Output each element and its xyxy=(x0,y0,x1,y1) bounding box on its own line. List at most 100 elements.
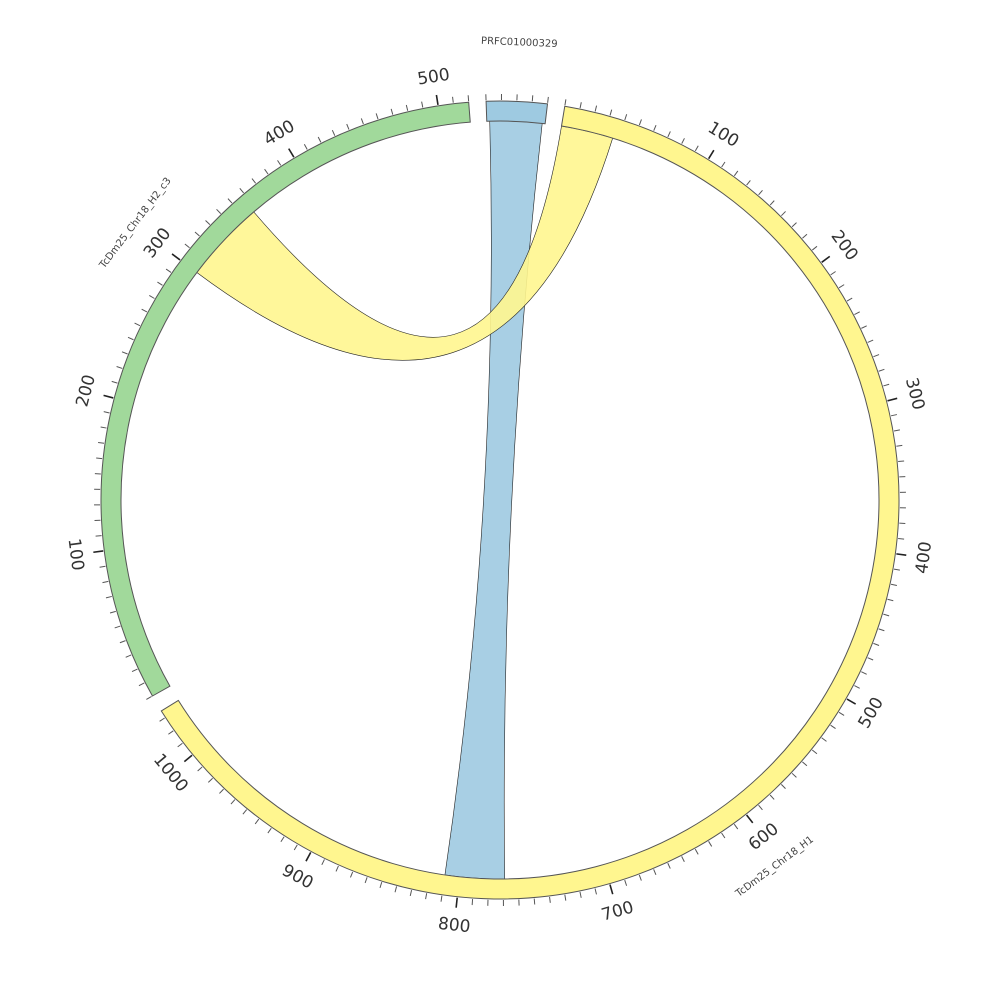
major-tick xyxy=(707,149,715,160)
minor-tick xyxy=(721,832,726,839)
tick-label: 300 xyxy=(140,224,175,262)
minor-tick xyxy=(303,144,308,150)
minor-tick xyxy=(549,896,551,903)
minor-tick xyxy=(854,311,860,316)
minor-tick xyxy=(883,613,890,617)
minor-tick xyxy=(653,869,657,876)
minor-tick xyxy=(109,610,116,614)
minor-tick xyxy=(119,640,126,644)
minor-tick xyxy=(873,354,880,358)
minor-tick xyxy=(96,457,103,460)
minor-tick xyxy=(873,642,880,646)
minor-tick xyxy=(409,889,413,897)
minor-tick xyxy=(121,351,128,355)
minor-tick xyxy=(141,308,148,313)
major-tick xyxy=(103,394,114,399)
major-tick xyxy=(846,698,857,705)
minor-tick xyxy=(802,233,808,239)
minor-tick xyxy=(184,243,190,249)
tick-label: 500 xyxy=(855,694,888,732)
minor-tick xyxy=(896,444,903,447)
tick-label: 1000 xyxy=(149,750,192,796)
minor-tick xyxy=(746,180,751,186)
minor-tick xyxy=(769,794,775,800)
minor-tick xyxy=(194,231,200,237)
link-ribbon-2 xyxy=(196,125,614,361)
minor-tick xyxy=(721,161,726,168)
minor-tick xyxy=(277,160,282,166)
minor-tick xyxy=(227,198,233,204)
minor-tick xyxy=(125,654,132,658)
minor-tick xyxy=(379,881,383,889)
minor-tick xyxy=(667,131,671,138)
tick-label: 300 xyxy=(901,376,928,412)
minor-tick xyxy=(114,625,121,629)
minor-tick xyxy=(165,268,172,273)
minor-tick xyxy=(254,818,260,825)
minor-tick xyxy=(893,429,900,432)
minor-tick xyxy=(878,628,885,632)
minor-tick xyxy=(239,188,245,194)
minor-tick xyxy=(781,211,786,217)
minor-tick xyxy=(811,245,818,251)
minor-tick xyxy=(364,877,368,884)
minor-tick xyxy=(102,580,109,584)
major-tick xyxy=(183,754,193,763)
minor-tick xyxy=(440,895,443,902)
minor-tick xyxy=(838,284,845,289)
minor-tick xyxy=(867,657,874,661)
tick-label: 200 xyxy=(72,373,100,409)
minor-tick xyxy=(251,178,257,184)
minor-tick xyxy=(317,136,322,143)
minor-tick xyxy=(219,788,224,794)
minor-tick xyxy=(681,138,685,144)
minor-tick xyxy=(802,761,808,767)
minor-tick xyxy=(638,874,642,881)
tick-label: 700 xyxy=(599,897,636,925)
tick-label: 800 xyxy=(437,914,471,937)
minor-tick xyxy=(624,879,628,886)
minor-tick xyxy=(321,859,325,866)
segment-h1 xyxy=(160,105,900,900)
minor-tick xyxy=(280,836,285,843)
minor-tick xyxy=(694,848,699,855)
minor-tick xyxy=(667,862,671,869)
segment-label-h1: TcDm25_Chr18_H1 xyxy=(733,834,816,900)
minor-tick xyxy=(149,295,155,299)
major-tick xyxy=(821,255,831,263)
minor-tick xyxy=(425,893,428,900)
minor-tick xyxy=(98,441,105,444)
major-tick xyxy=(171,253,181,261)
minor-tick xyxy=(116,366,123,369)
minor-tick xyxy=(452,96,454,103)
minor-tick xyxy=(103,411,110,414)
minor-tick xyxy=(624,114,628,121)
minor-tick xyxy=(349,871,354,878)
tick-label: 200 xyxy=(827,227,862,265)
minor-tick xyxy=(331,130,336,136)
minor-tick xyxy=(346,123,350,130)
link-ribbon-1 xyxy=(444,120,543,880)
minor-tick xyxy=(830,271,836,276)
minor-tick xyxy=(394,886,398,893)
minor-tick xyxy=(887,598,894,602)
minor-tick xyxy=(694,145,699,152)
minor-tick xyxy=(846,297,853,302)
minor-tick xyxy=(111,380,118,384)
major-tick xyxy=(896,553,907,557)
minor-tick xyxy=(890,583,897,587)
minor-tick xyxy=(579,102,582,109)
minor-tick xyxy=(854,685,860,689)
minor-tick xyxy=(758,189,763,196)
minor-tick xyxy=(95,535,102,537)
minor-tick xyxy=(405,104,409,111)
minor-tick xyxy=(564,894,567,901)
minor-tick xyxy=(898,538,905,540)
minor-tick xyxy=(653,124,657,131)
segment-prfc xyxy=(485,100,549,125)
minor-tick xyxy=(421,101,424,108)
minor-tick xyxy=(547,96,549,103)
minor-tick xyxy=(127,336,134,341)
segment-h2 xyxy=(100,101,471,697)
minor-tick xyxy=(594,888,597,895)
